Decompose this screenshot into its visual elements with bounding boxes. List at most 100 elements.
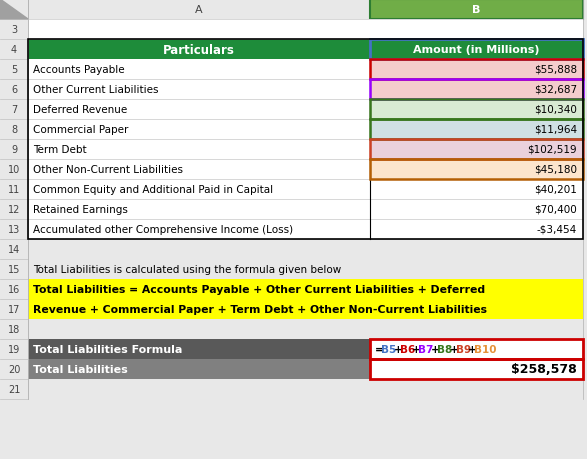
Bar xyxy=(370,160,583,179)
Text: 7: 7 xyxy=(11,105,17,115)
Text: +: + xyxy=(450,344,458,354)
Text: 13: 13 xyxy=(8,224,20,235)
Text: Deferred Revenue: Deferred Revenue xyxy=(33,105,127,115)
Text: $55,888: $55,888 xyxy=(534,65,577,75)
Bar xyxy=(370,100,583,120)
Text: 14: 14 xyxy=(8,245,20,254)
Text: A: A xyxy=(195,5,203,15)
Text: B5: B5 xyxy=(381,344,396,354)
Text: $32,687: $32,687 xyxy=(534,85,577,95)
Bar xyxy=(28,20,583,40)
Text: 5: 5 xyxy=(11,65,17,75)
Bar xyxy=(370,120,583,140)
Bar xyxy=(28,219,370,240)
Text: $102,519: $102,519 xyxy=(527,145,577,155)
Text: Total Liabilities Formula: Total Liabilities Formula xyxy=(33,344,183,354)
Bar xyxy=(28,140,370,160)
Text: 3: 3 xyxy=(11,25,17,35)
Text: 18: 18 xyxy=(8,325,20,334)
Text: 9: 9 xyxy=(11,145,17,155)
Text: Total Liabilities: Total Liabilities xyxy=(33,364,128,374)
Bar xyxy=(370,219,583,240)
Text: B6: B6 xyxy=(400,344,415,354)
Text: Accounts Payable: Accounts Payable xyxy=(33,65,124,75)
Text: 8: 8 xyxy=(11,125,17,134)
Text: Total Liabilities = Accounts Payable + Other Current Liabilities + Deferred: Total Liabilities = Accounts Payable + O… xyxy=(33,285,485,294)
Text: B8: B8 xyxy=(437,344,452,354)
Text: $11,964: $11,964 xyxy=(534,125,577,134)
Bar xyxy=(370,160,583,179)
Bar xyxy=(28,100,370,120)
Bar xyxy=(370,40,583,60)
Text: Accumulated other Comprehensive Income (Loss): Accumulated other Comprehensive Income (… xyxy=(33,224,293,235)
Polygon shape xyxy=(0,0,28,20)
Text: Other Non-Current Liabilities: Other Non-Current Liabilities xyxy=(33,165,183,174)
Bar xyxy=(28,359,370,379)
Text: 10: 10 xyxy=(8,165,20,174)
Text: 21: 21 xyxy=(8,384,20,394)
Text: -$3,454: -$3,454 xyxy=(537,224,577,235)
Bar xyxy=(28,0,370,20)
Bar xyxy=(370,60,583,80)
Text: $258,578: $258,578 xyxy=(511,363,577,375)
Text: +: + xyxy=(412,344,421,354)
Bar xyxy=(370,40,583,60)
Text: Retained Earnings: Retained Earnings xyxy=(33,205,128,214)
Bar xyxy=(370,359,583,379)
Text: 20: 20 xyxy=(8,364,20,374)
Text: Other Current Liabilities: Other Current Liabilities xyxy=(33,85,158,95)
Bar xyxy=(370,80,583,100)
Bar xyxy=(28,319,583,339)
Text: $10,340: $10,340 xyxy=(534,105,577,115)
Text: 17: 17 xyxy=(8,304,20,314)
Text: 4: 4 xyxy=(11,45,17,55)
Text: =: = xyxy=(375,344,384,354)
Bar xyxy=(28,80,370,100)
Text: Common Equity and Additional Paid in Capital: Common Equity and Additional Paid in Cap… xyxy=(33,185,273,195)
Text: B7: B7 xyxy=(419,344,434,354)
Text: $70,400: $70,400 xyxy=(534,205,577,214)
Bar xyxy=(28,339,370,359)
Bar xyxy=(28,379,583,399)
Text: $40,201: $40,201 xyxy=(534,185,577,195)
Bar xyxy=(370,179,583,200)
Text: $45,180: $45,180 xyxy=(534,165,577,174)
Bar xyxy=(370,120,583,140)
Bar xyxy=(28,40,583,240)
Bar xyxy=(370,100,583,120)
Text: 12: 12 xyxy=(8,205,20,214)
Bar xyxy=(370,200,583,219)
Text: +: + xyxy=(468,344,477,354)
Text: 19: 19 xyxy=(8,344,20,354)
Text: 11: 11 xyxy=(8,185,20,195)
Text: Particulars: Particulars xyxy=(163,44,235,56)
Bar xyxy=(370,60,583,80)
Bar xyxy=(28,200,370,219)
Bar xyxy=(370,0,583,20)
Bar xyxy=(28,60,370,80)
Text: Term Debt: Term Debt xyxy=(33,145,87,155)
Bar xyxy=(28,259,583,280)
Bar xyxy=(28,40,370,60)
Bar xyxy=(28,240,583,259)
Text: Revenue + Commercial Paper + Term Debt + Other Non-Current Liabilities: Revenue + Commercial Paper + Term Debt +… xyxy=(33,304,487,314)
Bar xyxy=(370,339,583,359)
Text: B9: B9 xyxy=(456,344,471,354)
Text: B: B xyxy=(473,5,481,15)
Text: Commercial Paper: Commercial Paper xyxy=(33,125,129,134)
Bar xyxy=(370,80,583,100)
Bar xyxy=(370,359,583,379)
Text: Total Liabilities is calculated using the formula given below: Total Liabilities is calculated using th… xyxy=(33,264,341,274)
Text: Amount (in Millions): Amount (in Millions) xyxy=(413,45,540,55)
Bar xyxy=(28,120,370,140)
Bar xyxy=(370,140,583,160)
Bar xyxy=(28,160,370,179)
Text: +: + xyxy=(431,344,440,354)
Bar xyxy=(28,280,583,319)
Text: B10: B10 xyxy=(474,344,497,354)
Bar xyxy=(28,179,370,200)
Text: 16: 16 xyxy=(8,285,20,294)
Bar xyxy=(370,339,583,359)
Text: 15: 15 xyxy=(8,264,20,274)
Text: +: + xyxy=(394,344,402,354)
